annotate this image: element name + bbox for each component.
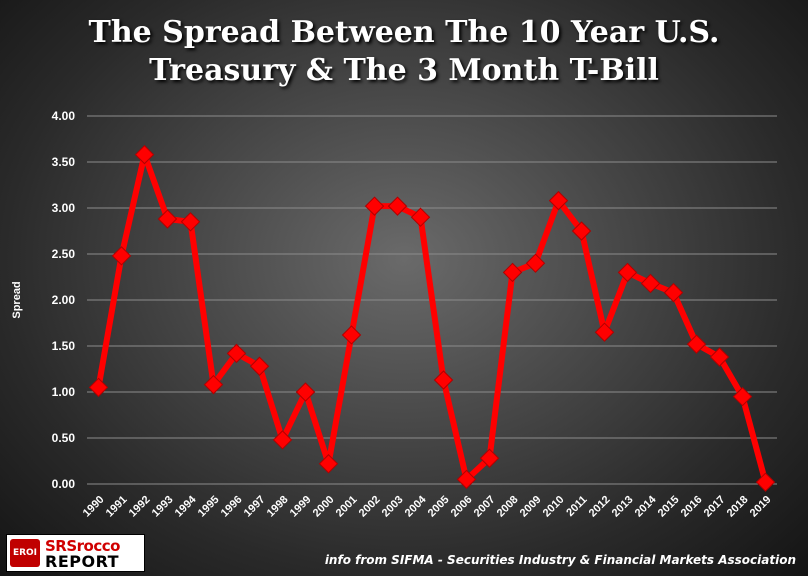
data-point-marker [249,356,270,376]
data-point-marker [525,253,546,273]
x-tick-label: 2015 [656,494,682,520]
x-tick-label: 2005 [426,494,452,520]
y-axis-tick-labels: 0.00 0.50 1.00 1.50 2.00 2.50 3.00 3.50 4.00 [52,109,76,491]
x-tick-label: 2006 [449,494,475,520]
x-tick-label: 1997 [242,494,268,520]
y-tick-label: 0.50 [52,431,76,445]
data-point-marker [709,347,730,367]
data-point-marker [341,325,362,345]
x-tick-label: 2000 [311,494,337,520]
data-point-marker [456,469,477,490]
data-point-marker [88,377,109,398]
y-tick-label: 3.50 [52,155,76,169]
y-tick-label: 1.50 [52,339,76,353]
data-point-marker [548,190,569,211]
x-tick-label: 2014 [633,493,659,519]
data-point-marker [502,262,523,283]
data-point-marker [272,430,293,450]
data-point-marker [111,246,132,266]
x-tick-label: 2012 [587,494,613,520]
data-point-marker [617,262,638,283]
x-tick-label: 2002 [357,494,383,520]
y-axis-label: Spread [11,281,23,318]
x-tick-label: 1991 [104,494,130,520]
logo-line2: REPORT [45,552,120,571]
x-tick-label: 2009 [518,494,544,520]
eroi-badge: EROI [10,539,40,567]
y-tick-label: 3.00 [52,201,76,215]
x-tick-label: 1995 [196,494,222,520]
data-point-marker [594,322,615,342]
y-tick-label: 2.00 [52,293,76,307]
x-tick-label: 2010 [541,494,567,520]
series-spread [88,144,776,492]
data-point-marker [663,282,684,303]
data-point-marker [755,472,776,492]
x-tick-label: 2001 [334,494,360,520]
x-tick-label: 2003 [380,494,406,520]
srsrocco-report-logo: EROI SRSrocco REPORT [6,534,145,572]
data-point-marker [732,386,753,407]
data-point-marker [571,221,592,241]
x-tick-label: 2018 [725,494,751,520]
data-point-marker [686,334,707,354]
data-point-marker [640,273,661,294]
chart-title: The Spread Between The 10 Year U.S. Trea… [0,14,808,90]
data-point-marker [226,343,247,364]
x-tick-label: 1994 [173,493,199,519]
x-tick-label: 1999 [288,494,314,520]
x-tick-label: 1992 [127,494,153,520]
chart-title-line1: The Spread Between The 10 Year U.S. [88,15,720,50]
x-tick-label: 1993 [150,494,176,520]
logo-line1: SRSrocco [45,537,120,555]
data-point-marker [295,382,316,402]
series-line [95,151,769,483]
data-point-marker [433,370,454,390]
x-tick-label: 2011 [564,494,589,519]
y-tick-label: 2.50 [52,247,76,261]
x-axis-tick-labels: 1990199119921993199419951996199719981999… [81,493,774,519]
chart-title-line2: Treasury & The 3 Month T-Bill [149,53,659,88]
x-tick-label: 2019 [748,494,774,520]
data-point-marker [134,144,155,165]
data-point-marker [157,209,178,229]
data-point-marker [479,448,500,468]
x-tick-label: 1990 [81,494,107,520]
x-tick-label: 2008 [495,494,521,520]
data-point-marker [203,374,224,395]
y-tick-label: 0.00 [52,477,76,491]
data-point-marker [410,207,431,227]
data-point-marker [318,454,339,474]
data-point-marker [364,196,385,216]
x-tick-label: 2013 [610,494,636,520]
y-tick-label: 4.00 [52,109,76,123]
x-tick-label: 2016 [679,494,705,520]
data-point-marker [387,196,408,216]
data-point-marker [180,212,201,232]
x-tick-label: 2007 [472,494,498,520]
x-tick-label: 2017 [702,494,728,520]
source-note: info from SIFMA - Securities Industry & … [324,553,796,567]
x-tick-label: 2004 [403,493,429,519]
x-tick-label: 1998 [265,494,291,520]
y-tick-label: 1.00 [52,385,76,399]
x-tick-label: 1996 [219,494,245,520]
